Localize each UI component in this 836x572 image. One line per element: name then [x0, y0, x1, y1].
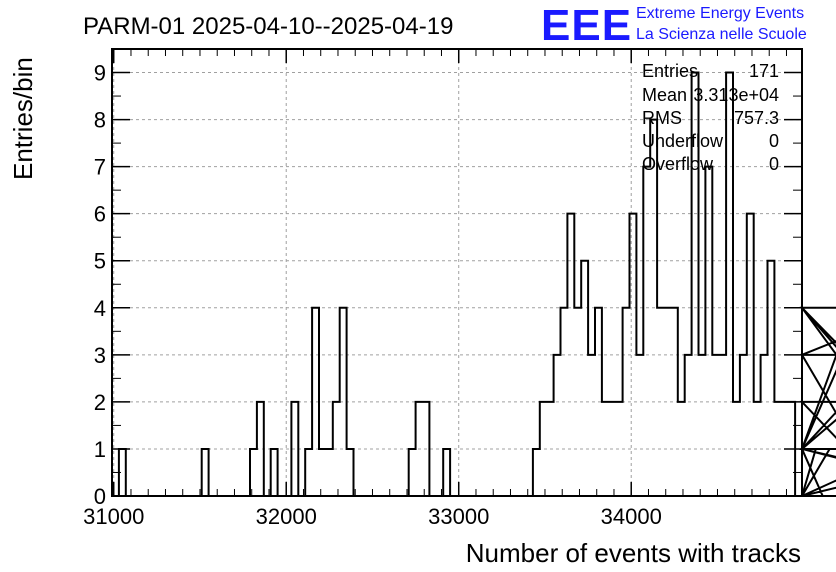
y-tick-label: 5	[94, 249, 106, 274]
y-tick-label: 3	[94, 343, 106, 368]
grid-lines	[112, 49, 802, 496]
y-tick-label: 6	[94, 202, 106, 227]
y-tick-label: 1	[94, 437, 106, 462]
x-tick-labels: 31000 32000 33000 34000	[83, 504, 662, 529]
stats-mean-label: Mean	[642, 85, 687, 105]
stats-overflow-value: 0	[769, 154, 779, 174]
y-tick-label: 0	[94, 484, 106, 509]
y-tick-labels: 0 1 2 3 4 5 6 7 8 9	[94, 61, 106, 509]
stats-rms-value: 757.3	[734, 108, 779, 128]
y-axis-label: Entries/bin	[8, 57, 38, 180]
eee-logo-letters: EEE	[541, 1, 632, 50]
stats-box: Entries 171 Mean 3.313e+04 RMS 757.3 Und…	[642, 61, 779, 174]
stats-underflow-label: Underflow	[642, 131, 724, 151]
x-tick-label: 34000	[601, 504, 662, 529]
stats-entries-label: Entries	[642, 61, 698, 81]
y-tick-label: 4	[94, 296, 106, 321]
eee-logo-line2: La Scienza nelle Scuole	[636, 26, 807, 43]
chart-title: PARM-01 2025-04-10--2025-04-19	[83, 13, 453, 40]
histogram-outline	[112, 71, 836, 497]
x-tick-label: 32000	[256, 504, 317, 529]
y-tick-label: 9	[94, 61, 106, 86]
plot-frame	[111, 48, 803, 497]
y-tick-label: 2	[94, 390, 106, 415]
y-tick-label: 8	[94, 108, 106, 133]
stats-entries-value: 171	[749, 61, 779, 81]
x-tick-label: 31000	[83, 504, 144, 529]
y-tick-label: 7	[94, 155, 106, 180]
eee-logo-line1: Extreme Energy Events	[636, 5, 804, 22]
stats-overflow-label: Overflow	[642, 154, 714, 174]
stats-rms-label: RMS	[642, 108, 682, 128]
stats-mean-value: 3.313e+04	[693, 85, 779, 105]
x-tick-label: 33000	[428, 504, 489, 529]
eee-logo: EEE Extreme Energy Events La Scienza nel…	[541, 1, 807, 50]
x-axis-label: Number of events with tracks	[466, 538, 801, 568]
axis-ticks	[112, 48, 802, 497]
stats-underflow-value: 0	[769, 131, 779, 151]
